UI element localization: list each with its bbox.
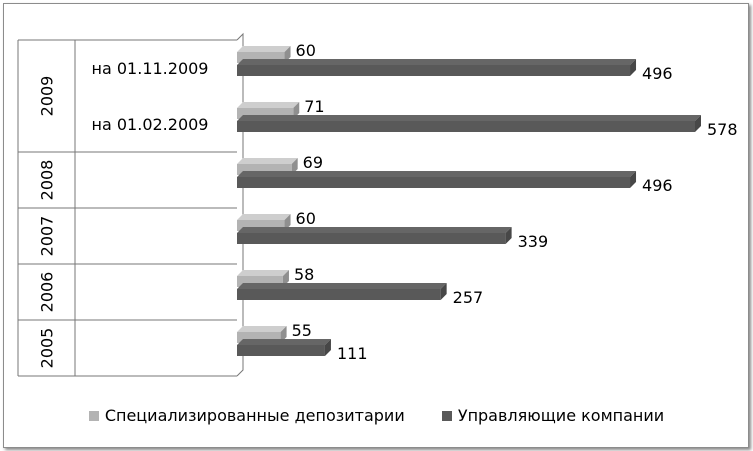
value-label-depositaries: 71 [304, 97, 324, 116]
bar-depositaries-side [282, 270, 289, 287]
bar-management-companies-top [237, 115, 701, 121]
bar-management-companies-side [440, 283, 447, 300]
bar-management-companies [237, 121, 695, 132]
row-label: на 01.11.2009 [92, 59, 209, 78]
value-label-management-companies: 578 [707, 120, 738, 139]
legend-swatch-depositaries [88, 410, 99, 421]
year-label: 2008 [38, 160, 57, 201]
bar-depositaries-side [293, 102, 300, 119]
legend-label-depositaries: Специализированные депозитарии [104, 406, 405, 425]
bar-management-companies-top [237, 227, 512, 233]
value-label-depositaries: 58 [294, 265, 314, 284]
bar-depositaries-top [237, 46, 291, 52]
axis-wall [236, 32, 244, 377]
value-label-depositaries: 60 [296, 209, 316, 228]
value-label-management-companies: 257 [453, 288, 484, 307]
legend-item-depositaries: Специализированные депозитарии [88, 406, 405, 425]
bar-depositaries-top [237, 326, 287, 332]
bar-management-companies-side [695, 115, 701, 132]
bar-management-companies [237, 233, 506, 244]
legend-swatch-management-companies [441, 410, 452, 421]
bar-depositaries [237, 164, 292, 175]
bar-management-companies-side [505, 227, 512, 244]
bar-depositaries-side [284, 46, 291, 63]
bar-management-companies-top [237, 339, 331, 345]
bar-management-companies-top [237, 283, 447, 289]
legend-label-management-companies: Управляющие компании [457, 406, 665, 425]
year-label: 2005 [38, 328, 57, 369]
bar-depositaries [237, 52, 285, 63]
bar-depositaries-top [237, 270, 289, 276]
bar-depositaries-top [237, 214, 291, 220]
bar-management-companies-top [237, 59, 637, 65]
bar-depositaries [237, 220, 285, 231]
bar-management-companies [237, 289, 441, 300]
bar-management-companies-top [237, 171, 637, 177]
legend-item-management-companies: Управляющие компании [441, 406, 665, 425]
value-label-depositaries: 69 [303, 153, 323, 172]
value-label-depositaries: 55 [292, 321, 312, 340]
value-label-management-companies: 339 [518, 232, 549, 251]
value-label-depositaries: 60 [296, 41, 316, 60]
legend: Специализированные депозитарии Управляющ… [0, 406, 753, 425]
bar-management-companies [237, 177, 631, 188]
bar-management-companies [237, 345, 325, 356]
row-label: на 01.02.2009 [92, 115, 209, 134]
bar-depositaries-top [237, 158, 298, 164]
bar-management-companies-side [630, 59, 637, 76]
bar-depositaries-side [291, 158, 298, 175]
year-label: 2006 [38, 272, 57, 313]
year-label: 2007 [38, 216, 57, 257]
value-label-management-companies: 111 [337, 344, 368, 363]
bar-depositaries [237, 276, 283, 287]
bar-depositaries-side [280, 326, 287, 343]
bar-depositaries-side [284, 214, 291, 231]
value-label-management-companies: 496 [642, 64, 673, 83]
value-label-management-companies: 496 [642, 176, 673, 195]
bar-management-companies-side [630, 171, 637, 188]
bar-depositaries [237, 108, 294, 119]
bar-management-companies [237, 65, 631, 76]
bar-depositaries-top [237, 102, 300, 108]
year-label: 2009 [38, 76, 57, 117]
bar-management-companies-side [324, 339, 331, 356]
bar-depositaries [237, 332, 281, 343]
chart-frame [3, 3, 749, 448]
